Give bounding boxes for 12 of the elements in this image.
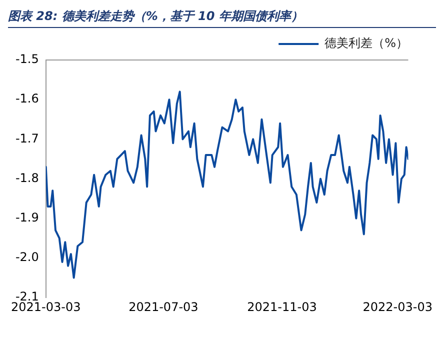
y-tick-label: -1.7 [15,131,39,146]
x-tick-label: 2021-07-03 [128,300,198,314]
y-tick-label: -1.9 [15,210,39,225]
y-tick-label: -1.5 [15,52,39,66]
chart-title: 图表 28: 德美利差走势（%，基于 10 年期国债利率） [8,8,436,28]
y-tick-label: -1.8 [15,170,39,185]
y-tick-label: -1.6 [15,92,39,106]
x-tick-label: 2021-11-03 [247,300,317,314]
x-tick-label: 2022-03-03 [362,300,432,314]
legend-label: 德美利差（%） [324,36,408,50]
y-tick-label: -2.0 [15,250,39,264]
x-tick-label: 2021-03-03 [10,300,81,314]
